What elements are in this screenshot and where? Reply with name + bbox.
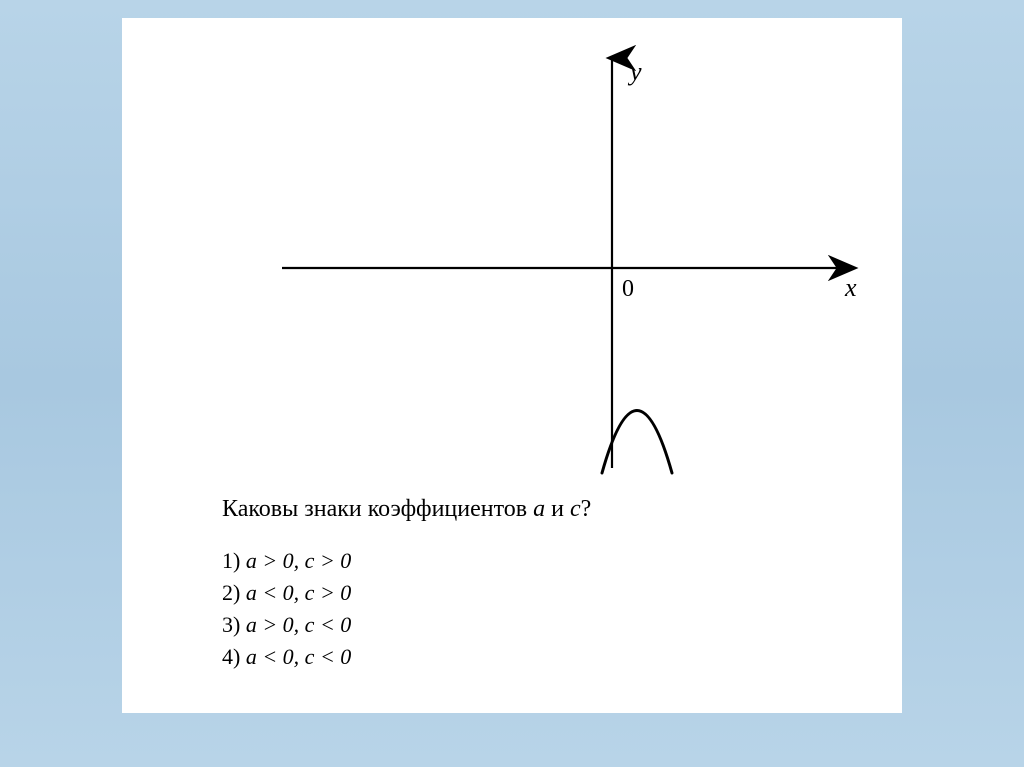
question-suffix: ?	[581, 496, 592, 522]
question-text: Каковы знаки коэффициентов a и c?	[222, 496, 872, 523]
option-2: 2) a < 0, c > 0	[222, 577, 872, 609]
option-num: 3)	[222, 612, 240, 637]
paper-container: y x 0 Каковы знаки коэффициентов a и c? …	[122, 18, 902, 713]
option-num: 2)	[222, 580, 240, 605]
option-text: a > 0, c > 0	[246, 548, 351, 573]
chart-area: y x 0	[152, 38, 872, 478]
question-var-c: c	[570, 496, 581, 522]
option-text: a < 0, c < 0	[246, 644, 351, 669]
options-list: 1) a > 0, c > 0 2) a < 0, c > 0 3) a > 0…	[222, 545, 872, 673]
option-text: a < 0, c > 0	[246, 580, 351, 605]
option-1: 1) a > 0, c > 0	[222, 545, 872, 577]
option-num: 1)	[222, 548, 240, 573]
option-3: 3) a > 0, c < 0	[222, 609, 872, 641]
option-4: 4) a < 0, c < 0	[222, 641, 872, 673]
question-mid: и	[545, 496, 570, 522]
option-num: 4)	[222, 644, 240, 669]
x-axis-label: x	[844, 273, 857, 302]
origin-label: 0	[622, 276, 634, 302]
coordinate-plane-svg: y x 0	[152, 38, 872, 478]
question-var-a: a	[533, 496, 545, 522]
y-axis-label: y	[627, 57, 642, 86]
option-text: a > 0, c < 0	[246, 612, 351, 637]
question-prefix: Каковы знаки коэффициентов	[222, 496, 533, 522]
